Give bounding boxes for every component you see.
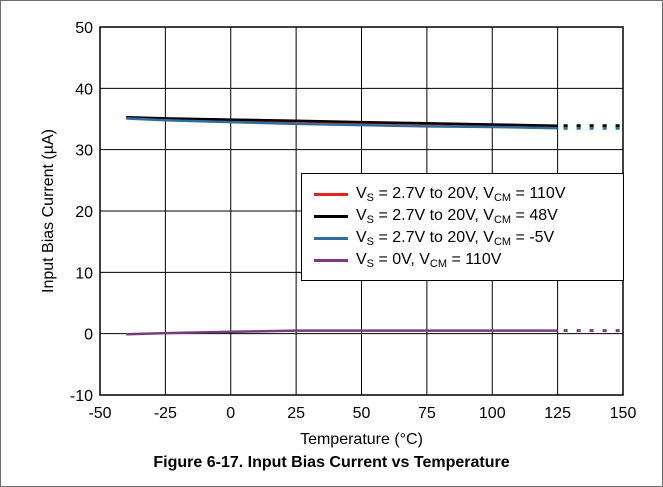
figure-caption: Figure 6-17. Input Bias Current vs Tempe…	[153, 454, 510, 471]
legend-item: VS = 2.7V to 20V, VCM = 110V	[314, 183, 623, 205]
x-tick-label: 100	[479, 405, 506, 422]
series-line-3	[126, 117, 558, 130]
x-tick-label: 125	[544, 405, 571, 422]
legend-label-text: = 110V	[447, 251, 502, 268]
legend-label: VS = 2.7V to 20V, VCM = 48V	[356, 207, 558, 226]
legend-label-text: V	[356, 207, 367, 224]
y-tick-label: 0	[84, 327, 93, 344]
y-tick-label: 10	[75, 265, 93, 282]
x-tick-label: -25	[154, 405, 177, 422]
x-tick-label: 0	[226, 405, 235, 422]
legend-swatch	[314, 236, 348, 240]
legend-label-subscript: CM	[429, 258, 448, 270]
legend-label-text: = 2.7V to 20V, V	[374, 207, 494, 224]
y-tick-label: -10	[70, 388, 93, 405]
legend-swatch	[314, 192, 348, 196]
legend-label-subscript: S	[366, 236, 375, 248]
legend-label-text: = 2.7V to 20V, V	[374, 229, 494, 246]
tick-labels: -50 -25 0 25 50 75 100 125 150 -10 0 10 20 30 40 50	[70, 20, 637, 422]
legend-label-subscript: S	[366, 192, 375, 204]
legend-label: VS = 0V, VCM = 110V	[356, 251, 502, 270]
y-tick-label: 20	[75, 204, 93, 221]
series-lines	[126, 115, 623, 336]
legend-label-text: = 2.7V to 20V, V	[374, 185, 494, 202]
y-tick-label: 50	[75, 20, 93, 37]
y-tick-label: 30	[75, 143, 93, 160]
legend-swatch	[314, 214, 348, 218]
legend-label: VS = 2.7V to 20V, VCM = -5V	[356, 229, 555, 248]
x-tick-label: 25	[287, 405, 305, 422]
legend-label-subscript: CM	[493, 214, 512, 226]
legend-label-subscript: CM	[493, 192, 512, 204]
legend-label-subscript: S	[366, 214, 375, 226]
x-tick-label: 150	[610, 405, 637, 422]
x-tick-label: 50	[353, 405, 371, 422]
series-line-4	[126, 329, 558, 336]
x-axis-title: Temperature (°C)	[300, 431, 423, 448]
legend-item: VS = 2.7V to 20V, VCM = 48V	[314, 205, 623, 227]
y-tick-label: 40	[75, 81, 93, 98]
legend-item: VS = 0V, VCM = 110V	[314, 249, 623, 271]
legend-label-text: = 0V, V	[374, 251, 430, 268]
legend-swatch	[314, 258, 348, 262]
legend-label-text: = -5V	[511, 229, 555, 246]
legend: VS = 2.7V to 20V, VCM = 110V VS = 2.7V to…	[301, 173, 624, 281]
legend-label-text: V	[356, 251, 367, 268]
legend-label-text: = 48V	[511, 207, 558, 224]
series-line-2	[126, 115, 558, 127]
x-tick-label: 75	[418, 405, 436, 422]
legend-label-subscript: S	[366, 258, 375, 270]
legend-label-text: V	[356, 229, 367, 246]
x-tick-label: -50	[88, 405, 111, 422]
legend-label-subscript: CM	[493, 236, 512, 248]
legend-label-text: V	[356, 185, 367, 202]
legend-label-text: = 110V	[511, 185, 566, 202]
legend-label: VS = 2.7V to 20V, VCM = 110V	[356, 185, 566, 204]
y-axis-title: Input Bias Current (µA)	[40, 129, 57, 293]
legend-item: VS = 2.7V to 20V, VCM = -5V	[314, 227, 623, 249]
